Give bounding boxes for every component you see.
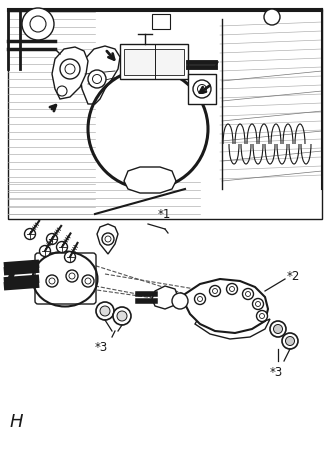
Text: *3: *3 <box>95 341 108 354</box>
Circle shape <box>113 307 131 325</box>
Text: H: H <box>10 413 23 431</box>
Circle shape <box>24 229 36 239</box>
Circle shape <box>252 299 263 309</box>
Circle shape <box>274 325 282 334</box>
Circle shape <box>270 321 286 337</box>
Circle shape <box>57 86 67 96</box>
Circle shape <box>117 311 127 321</box>
Bar <box>152 14 170 29</box>
Circle shape <box>172 293 188 309</box>
Circle shape <box>88 70 106 88</box>
FancyBboxPatch shape <box>35 253 96 304</box>
Circle shape <box>193 80 211 98</box>
Polygon shape <box>185 279 268 333</box>
Polygon shape <box>80 46 120 104</box>
Polygon shape <box>97 224 118 254</box>
Polygon shape <box>52 47 88 99</box>
Circle shape <box>56 242 68 252</box>
Circle shape <box>100 306 110 316</box>
Circle shape <box>256 311 268 321</box>
Circle shape <box>264 9 280 25</box>
Circle shape <box>96 302 114 320</box>
Circle shape <box>285 336 294 345</box>
Polygon shape <box>152 286 178 309</box>
Polygon shape <box>124 167 176 193</box>
Circle shape <box>47 233 57 245</box>
Text: *3: *3 <box>270 366 283 379</box>
Circle shape <box>46 275 58 287</box>
Bar <box>124 49 184 75</box>
Circle shape <box>282 333 298 349</box>
Circle shape <box>243 289 253 299</box>
Circle shape <box>64 251 76 263</box>
Circle shape <box>66 270 78 282</box>
Text: *1: *1 <box>158 208 171 221</box>
Circle shape <box>60 59 80 79</box>
Bar <box>188 74 216 104</box>
Circle shape <box>102 233 114 245</box>
Polygon shape <box>195 319 270 339</box>
Text: *2: *2 <box>287 270 300 283</box>
Circle shape <box>194 294 206 304</box>
Circle shape <box>210 286 220 296</box>
Circle shape <box>22 8 54 40</box>
Bar <box>120 44 188 79</box>
Bar <box>8 9 322 219</box>
Circle shape <box>226 283 238 295</box>
Circle shape <box>40 246 50 256</box>
Circle shape <box>82 275 94 287</box>
